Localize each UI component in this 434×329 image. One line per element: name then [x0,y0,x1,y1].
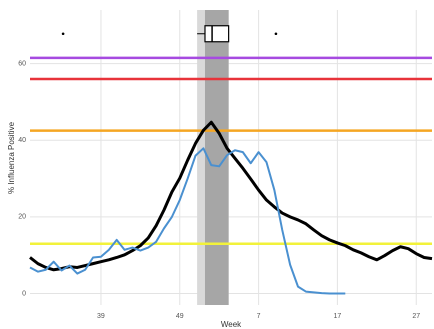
box-outlier [61,32,65,36]
band [204,10,229,305]
x-tick-label: 49 [176,313,184,320]
y-tick-label: 20 [18,214,26,221]
y-axis-label: % Influenza Positive [7,121,16,194]
x-tick-label: 17 [334,313,342,320]
series-line [29,147,346,295]
box-outlier [274,32,278,36]
x-tick-label: 39 [97,313,105,320]
x-tick-label: 27 [412,313,420,320]
x-axis-label: Week [221,320,242,329]
box [204,25,230,43]
x-tick-label: 7 [257,313,261,320]
y-tick-label: 40 [18,137,26,144]
y-tick-label: 0 [22,290,26,297]
series-line [29,120,433,272]
y-tick-label: 60 [18,60,26,67]
